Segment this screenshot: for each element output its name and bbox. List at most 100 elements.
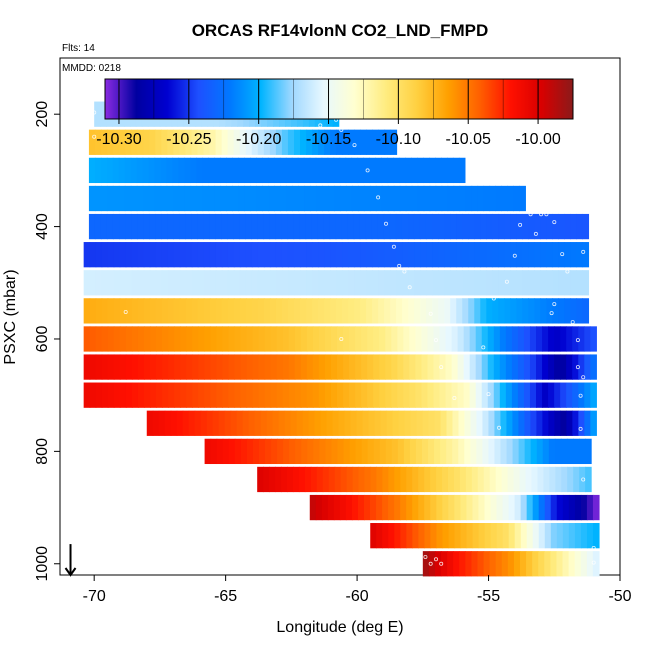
heatmap-cell — [550, 494, 558, 521]
heatmap-cell — [88, 129, 96, 155]
heatmap-cell — [394, 494, 401, 521]
heatmap-cell — [534, 298, 541, 324]
heatmap-cell — [332, 410, 340, 436]
heatmap-cell — [248, 410, 256, 436]
heatmap-cell — [412, 523, 419, 549]
heatmap-cell — [292, 466, 300, 493]
heatmap-cell — [411, 185, 419, 212]
heatmap-cell — [408, 270, 415, 296]
heatmap-cell — [154, 157, 162, 184]
heatmap-cell — [402, 298, 409, 324]
heatmap-cell — [456, 242, 463, 268]
heatmap-cell — [528, 298, 535, 324]
heatmap-cell — [537, 466, 544, 493]
heatmap-cell — [516, 298, 523, 324]
heatmap-cell — [227, 270, 235, 296]
heatmap-cell — [432, 298, 439, 324]
heatmap-cell — [414, 270, 421, 296]
heatmap-cell — [424, 523, 432, 549]
heatmap-cell — [548, 410, 555, 436]
heatmap-cell — [191, 213, 198, 240]
x-tick-label: -70 — [83, 588, 106, 605]
heatmap-cell — [220, 185, 228, 212]
heatmap-cell — [269, 129, 277, 155]
heatmap-cell — [222, 354, 230, 380]
heatmap-cell — [363, 185, 371, 212]
heatmap-cell — [275, 213, 283, 240]
heatmap-cell — [365, 213, 373, 240]
heatmap-cell — [101, 382, 109, 408]
heatmap-cell — [422, 438, 429, 465]
heatmap-cell — [215, 129, 223, 155]
heatmap-cell — [263, 129, 271, 155]
heatmap-cell — [106, 213, 114, 240]
heatmap-cell — [143, 326, 151, 352]
heatmap-cell — [570, 213, 578, 240]
heatmap-cell — [178, 185, 186, 212]
heatmap-cell — [227, 298, 235, 324]
track-point — [570, 320, 575, 325]
heatmap-cell — [463, 326, 471, 352]
heatmap-cell — [192, 354, 199, 380]
heatmap-cell — [448, 494, 455, 521]
heatmap-cell — [299, 213, 307, 240]
heatmap-cell — [348, 242, 355, 268]
heatmap-cell — [546, 298, 553, 324]
heatmap-cell — [252, 326, 260, 352]
heatmap-cell — [324, 326, 332, 352]
heatmap-cell — [387, 185, 395, 212]
heatmap-cell — [472, 523, 480, 549]
heatmap-cell — [258, 438, 266, 465]
heatmap-cell — [504, 213, 511, 240]
heatmap-cell — [548, 438, 556, 465]
heatmap-cell — [414, 298, 421, 324]
heatmap-cell — [492, 242, 499, 268]
heatmap-cell — [215, 298, 223, 324]
heatmap-cell — [293, 213, 301, 240]
heatmap-cell — [488, 410, 496, 436]
heatmap-cell — [517, 354, 525, 380]
heatmap-cell — [324, 354, 332, 380]
heatmap-cell — [582, 213, 590, 240]
heatmap-cell — [518, 438, 526, 465]
heatmap-cell — [507, 466, 515, 493]
heatmap-cell — [505, 326, 513, 352]
heatmap-cell — [422, 410, 430, 436]
heatmap-cell — [198, 354, 205, 380]
heatmap-band — [88, 185, 526, 212]
heatmap-cell — [346, 185, 353, 212]
heatmap-cell — [295, 438, 302, 465]
heatmap-cell — [321, 494, 329, 521]
heatmap-cell — [367, 354, 374, 380]
heatmap-cell — [525, 466, 533, 493]
heatmap-cell — [161, 270, 169, 296]
heatmap-cell — [180, 354, 187, 380]
heatmap-cell — [362, 410, 370, 436]
colorbar-tick-label: -10.05 — [446, 131, 491, 148]
heatmap-cell — [423, 157, 430, 184]
heatmap-cell — [441, 157, 448, 184]
heatmap-cell — [240, 354, 248, 380]
heatmap-cell — [562, 523, 570, 549]
heatmap-cell — [454, 523, 462, 549]
heatmap-cell — [330, 298, 337, 324]
heatmap-cell — [523, 382, 531, 408]
heatmap-cell — [558, 242, 566, 268]
heatmap-cell — [394, 523, 401, 549]
heatmap-cell — [395, 213, 403, 240]
heatmap-cell — [306, 270, 313, 296]
heatmap-cell — [578, 410, 585, 436]
heatmap-cell — [170, 410, 178, 436]
heatmap-cell — [466, 494, 474, 521]
heatmap-cell — [245, 213, 253, 240]
heatmap-cell — [534, 270, 541, 296]
heatmap-cell — [478, 494, 486, 521]
heatmap-cell — [179, 270, 187, 296]
heatmap-cell — [160, 185, 168, 212]
heatmap-cell — [326, 410, 334, 436]
heatmap-cell — [197, 298, 205, 324]
heatmap-cell — [378, 270, 385, 296]
heatmap-cell — [288, 354, 296, 380]
heatmap-cell — [167, 129, 174, 155]
heatmap-cell — [532, 494, 540, 521]
